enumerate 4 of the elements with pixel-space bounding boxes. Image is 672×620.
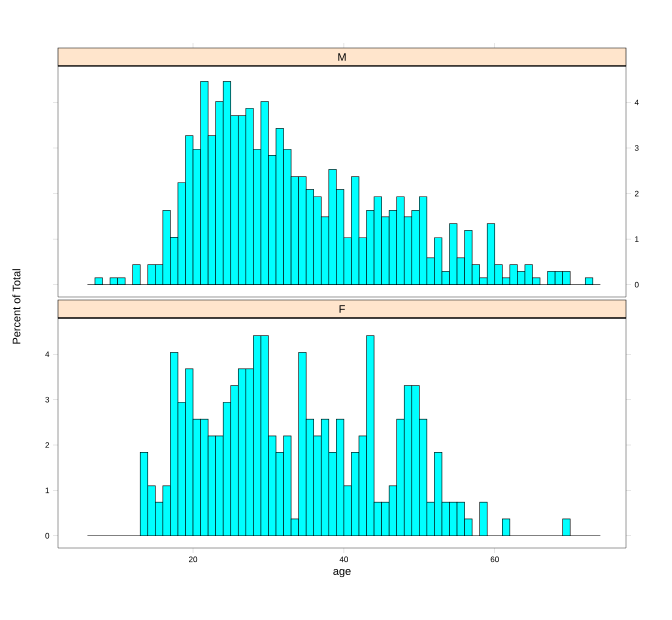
x-axis-title: age	[333, 569, 351, 578]
chart-title: F	[340, 305, 345, 313]
y-axis-title: Percent of Total	[12, 269, 20, 344]
chart-title: M	[338, 53, 346, 61]
